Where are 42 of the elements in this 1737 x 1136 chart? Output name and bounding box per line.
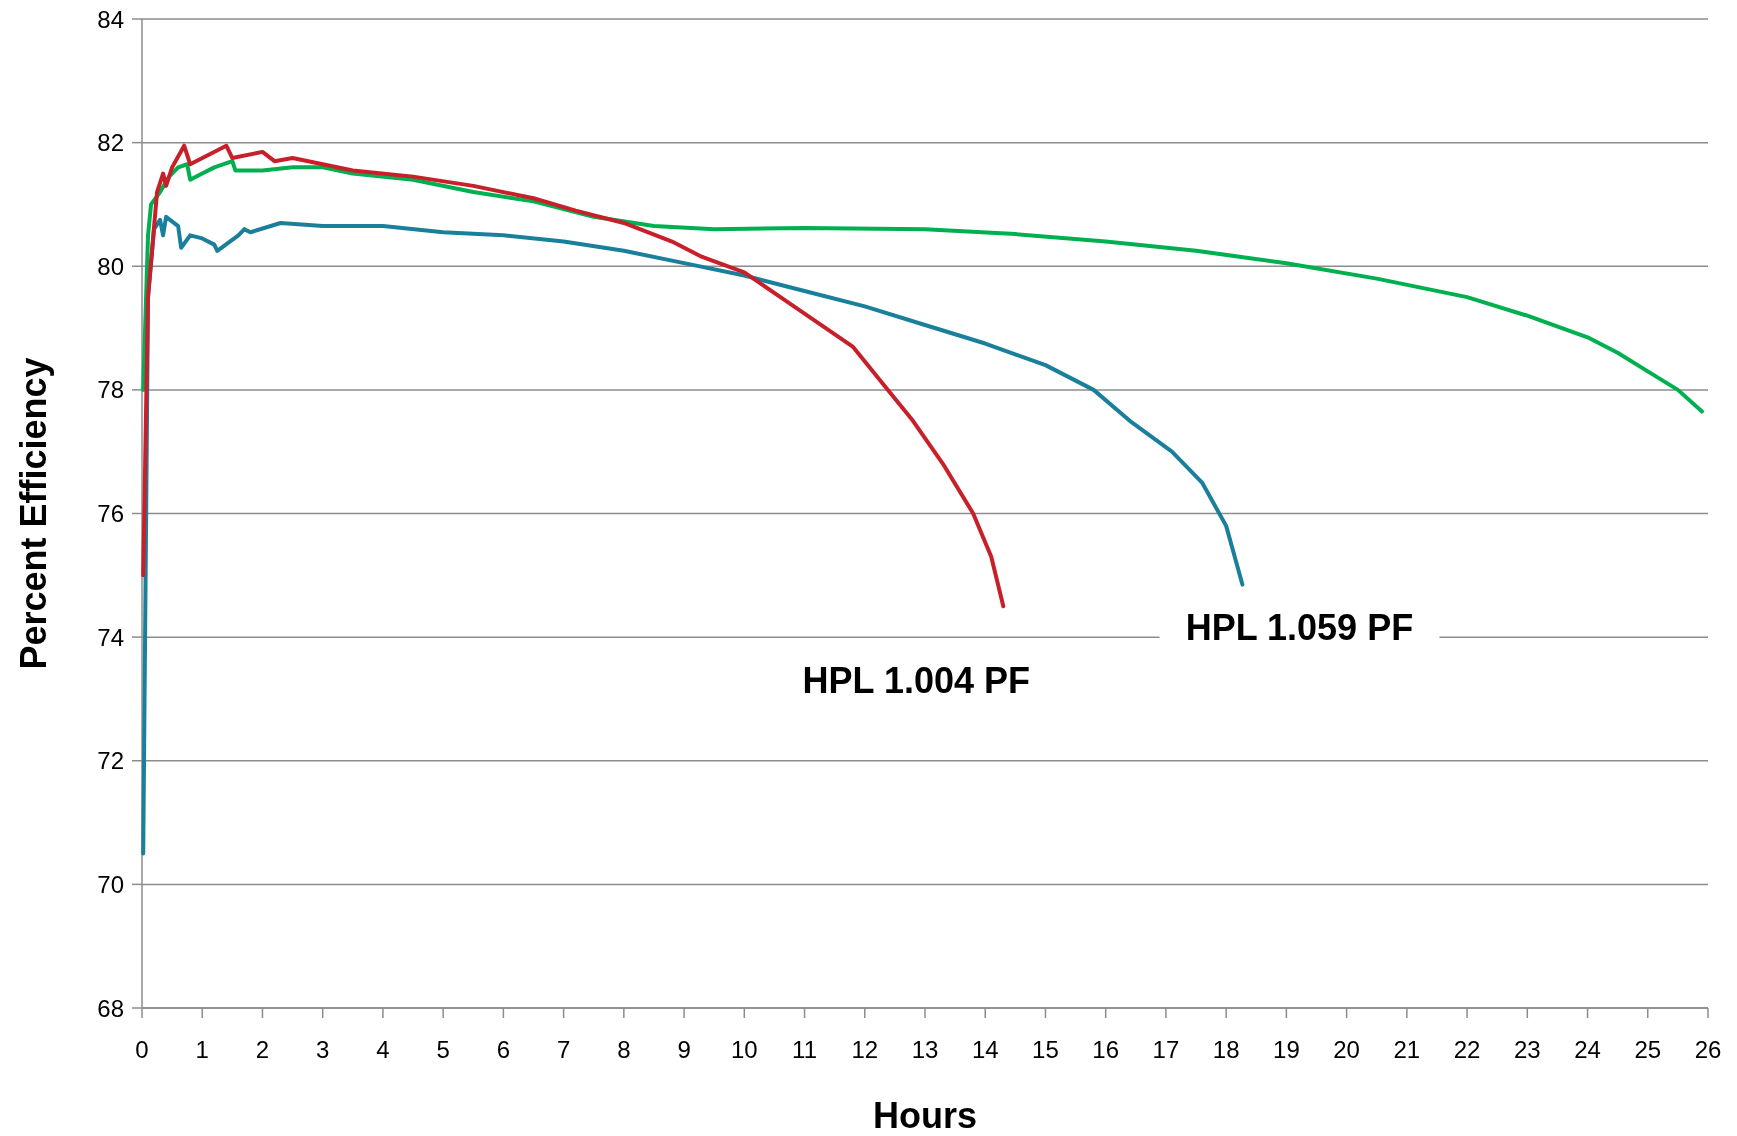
x-tick-label: 9 xyxy=(677,1036,691,1063)
y-tick-label: 82 xyxy=(97,129,124,157)
y-tick-label: 70 xyxy=(97,870,124,898)
x-tick-label: 2 xyxy=(255,1036,270,1063)
y-tick-label: 68 xyxy=(97,994,124,1022)
series-label: HPL 1.004 PF xyxy=(802,659,1031,701)
y-axis-title: Percent Efficiency xyxy=(13,357,54,670)
x-tick-label: 23 xyxy=(1513,1036,1541,1063)
x-tick-label: 20 xyxy=(1333,1036,1360,1063)
x-tick-label: 7 xyxy=(556,1036,571,1063)
x-tick-label: 17 xyxy=(1152,1036,1180,1063)
y-tick-label: 76 xyxy=(97,500,124,527)
y-tick-label: 74 xyxy=(97,623,124,651)
x-tick-label: 14 xyxy=(971,1036,999,1063)
x-tick-label: 16 xyxy=(1092,1036,1120,1063)
x-tick-label: 24 xyxy=(1574,1036,1601,1063)
y-tick-label: 78 xyxy=(97,376,124,404)
x-tick-label: 19 xyxy=(1273,1036,1300,1063)
x-tick-label: 11 xyxy=(792,1036,817,1063)
x-tick-label: 1 xyxy=(195,1036,209,1063)
x-tick-label: 21 xyxy=(1393,1036,1421,1063)
x-axis-title: Hours xyxy=(872,1095,978,1136)
x-tick-label: 3 xyxy=(316,1036,330,1063)
x-tick-label: 10 xyxy=(730,1036,758,1063)
x-tick-label: 25 xyxy=(1634,1036,1662,1063)
x-tick-label: 6 xyxy=(496,1036,511,1063)
y-tick-label: 84 xyxy=(97,5,124,33)
x-tick-label: 18 xyxy=(1212,1036,1240,1063)
x-tick-label: 15 xyxy=(1032,1036,1059,1063)
line-series xyxy=(141,159,1704,414)
x-tick-label: 0 xyxy=(135,1036,149,1063)
line-series xyxy=(141,143,1006,609)
x-tick-label: 4 xyxy=(376,1036,390,1063)
y-tick-label: 72 xyxy=(97,747,124,775)
series-label: HPL 1.059 PF xyxy=(1185,607,1414,649)
x-tick-label: 8 xyxy=(617,1036,631,1063)
x-tick-label: 5 xyxy=(436,1036,450,1063)
x-tick-label: 12 xyxy=(851,1036,879,1063)
x-tick-label: 13 xyxy=(911,1036,939,1063)
y-tick-label: 80 xyxy=(97,252,124,280)
x-tick-label: 22 xyxy=(1453,1036,1481,1063)
x-tick-label: 26 xyxy=(1694,1036,1722,1063)
